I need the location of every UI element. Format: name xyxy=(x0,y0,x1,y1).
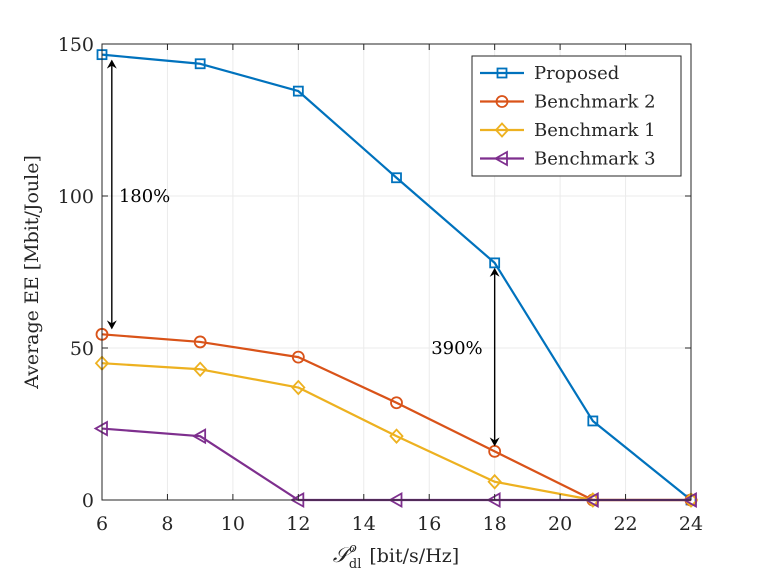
data-point-marker xyxy=(494,122,510,138)
data-point-marker xyxy=(587,415,599,427)
x-axis-unit: [bit/s/Hz] xyxy=(369,545,459,567)
data-point-marker xyxy=(391,172,402,184)
series-line xyxy=(101,53,692,501)
x-axis-label: 𝒮o dl [bit/s/Hz] xyxy=(333,541,459,572)
x-tick-label: 8 xyxy=(161,513,173,535)
data-point-marker xyxy=(291,350,305,364)
data-point-marker xyxy=(495,95,509,108)
data-point-marker xyxy=(194,58,206,70)
x-axis-subscript: dl xyxy=(349,557,361,572)
annotations: 180% 390% xyxy=(106,59,500,447)
data-point-marker xyxy=(489,257,501,269)
x-tick-label: 20 xyxy=(548,513,572,535)
y-tick-label: 0 xyxy=(82,490,94,512)
legend-label: Benchmark 1 xyxy=(534,120,656,141)
data-point-marker xyxy=(193,335,207,349)
data-point-marker xyxy=(291,379,306,396)
x-tick-label: 6 xyxy=(96,513,108,535)
legend-label: Benchmark 2 xyxy=(534,92,656,113)
annotation-label: 180% xyxy=(119,186,170,207)
x-tick-label: 18 xyxy=(483,513,507,535)
data-point-marker xyxy=(191,428,207,445)
data-point-marker xyxy=(682,491,697,509)
data-point-marker xyxy=(192,361,208,378)
x-tick-label: 16 xyxy=(417,513,441,535)
data-point-marker xyxy=(496,67,508,79)
x-tick-label: 12 xyxy=(286,513,310,535)
annotation-label: 390% xyxy=(431,338,482,359)
legend-label: Proposed xyxy=(534,63,619,84)
data-point-marker xyxy=(93,420,108,437)
data-point-marker xyxy=(390,396,403,410)
y-axis-label: Average EE [Mbit/Joule] xyxy=(21,155,43,390)
data-point-marker xyxy=(292,85,304,97)
x-axis-superscript: o xyxy=(349,541,357,556)
data-point-marker xyxy=(487,473,502,490)
x-tick-label: 10 xyxy=(221,513,245,535)
legend: Proposed Benchmark 2 Benchmark 1 Benchmark … xyxy=(471,55,682,177)
plot-frame xyxy=(101,43,692,501)
x-tick-label: 24 xyxy=(679,513,703,535)
legend-label: Benchmark 3 xyxy=(534,149,656,170)
ticks: 6 8 10 12 14 16 18 20 22 24 0 50 100 150 xyxy=(58,34,703,535)
data-point-marker xyxy=(493,150,508,167)
y-tick-label: 50 xyxy=(70,338,94,360)
y-tick-label: 100 xyxy=(58,186,94,208)
x-tick-label: 22 xyxy=(613,513,637,535)
data-point-marker xyxy=(389,428,404,444)
x-tick-label: 14 xyxy=(352,513,376,535)
y-tick-label: 150 xyxy=(58,34,94,56)
